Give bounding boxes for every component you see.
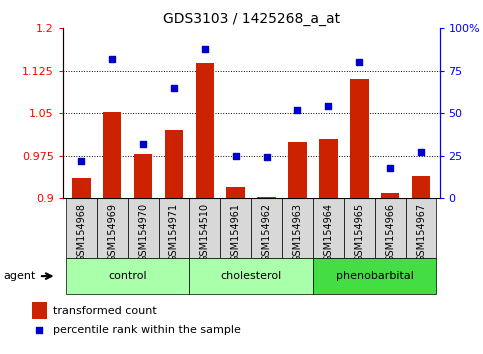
- Point: [263, 155, 270, 160]
- Point: [294, 107, 301, 113]
- Bar: [251, 198, 282, 258]
- Point: [139, 141, 147, 147]
- Bar: [103, 112, 121, 198]
- Bar: [406, 198, 437, 258]
- Bar: [66, 258, 189, 294]
- Title: GDS3103 / 1425268_a_at: GDS3103 / 1425268_a_at: [163, 12, 340, 26]
- Bar: [196, 63, 214, 198]
- Bar: [350, 79, 369, 198]
- Text: GSM154966: GSM154966: [385, 203, 395, 262]
- Text: GSM154961: GSM154961: [231, 203, 241, 262]
- Text: phenobarbital: phenobarbital: [336, 271, 413, 281]
- Text: GSM154971: GSM154971: [169, 203, 179, 262]
- Point: [417, 149, 425, 155]
- Bar: [134, 154, 152, 198]
- Text: transformed count: transformed count: [53, 306, 156, 315]
- Bar: [288, 142, 307, 198]
- Bar: [257, 197, 276, 198]
- Bar: [319, 139, 338, 198]
- Bar: [227, 187, 245, 198]
- Text: GSM154964: GSM154964: [323, 203, 333, 262]
- Point: [35, 328, 43, 333]
- Point: [108, 56, 116, 62]
- Text: percentile rank within the sample: percentile rank within the sample: [53, 325, 241, 336]
- Bar: [189, 198, 220, 258]
- Bar: [220, 198, 251, 258]
- Bar: [282, 198, 313, 258]
- Point: [355, 59, 363, 65]
- Text: GSM154965: GSM154965: [354, 203, 364, 262]
- Bar: [66, 198, 97, 258]
- Bar: [381, 193, 399, 198]
- Bar: [375, 198, 406, 258]
- Text: GSM154968: GSM154968: [76, 203, 86, 262]
- Bar: [189, 258, 313, 294]
- Text: GSM154962: GSM154962: [262, 203, 271, 262]
- Text: control: control: [108, 271, 147, 281]
- Bar: [97, 198, 128, 258]
- Bar: [313, 258, 437, 294]
- Bar: [128, 198, 158, 258]
- Point: [201, 46, 209, 52]
- Text: GSM154510: GSM154510: [200, 203, 210, 262]
- Bar: [344, 198, 375, 258]
- Bar: [165, 130, 183, 198]
- Point: [386, 165, 394, 171]
- Text: GSM154963: GSM154963: [293, 203, 302, 262]
- Text: GSM154970: GSM154970: [138, 203, 148, 262]
- Bar: [72, 178, 91, 198]
- Text: cholesterol: cholesterol: [221, 271, 282, 281]
- Bar: [32, 302, 47, 319]
- Text: agent: agent: [3, 271, 36, 281]
- Bar: [158, 198, 189, 258]
- Point: [325, 104, 332, 109]
- Bar: [412, 176, 430, 198]
- Bar: [313, 198, 344, 258]
- Point: [170, 85, 178, 91]
- Text: GSM154969: GSM154969: [107, 203, 117, 262]
- Point: [77, 158, 85, 164]
- Text: GSM154967: GSM154967: [416, 203, 426, 262]
- Point: [232, 153, 240, 159]
